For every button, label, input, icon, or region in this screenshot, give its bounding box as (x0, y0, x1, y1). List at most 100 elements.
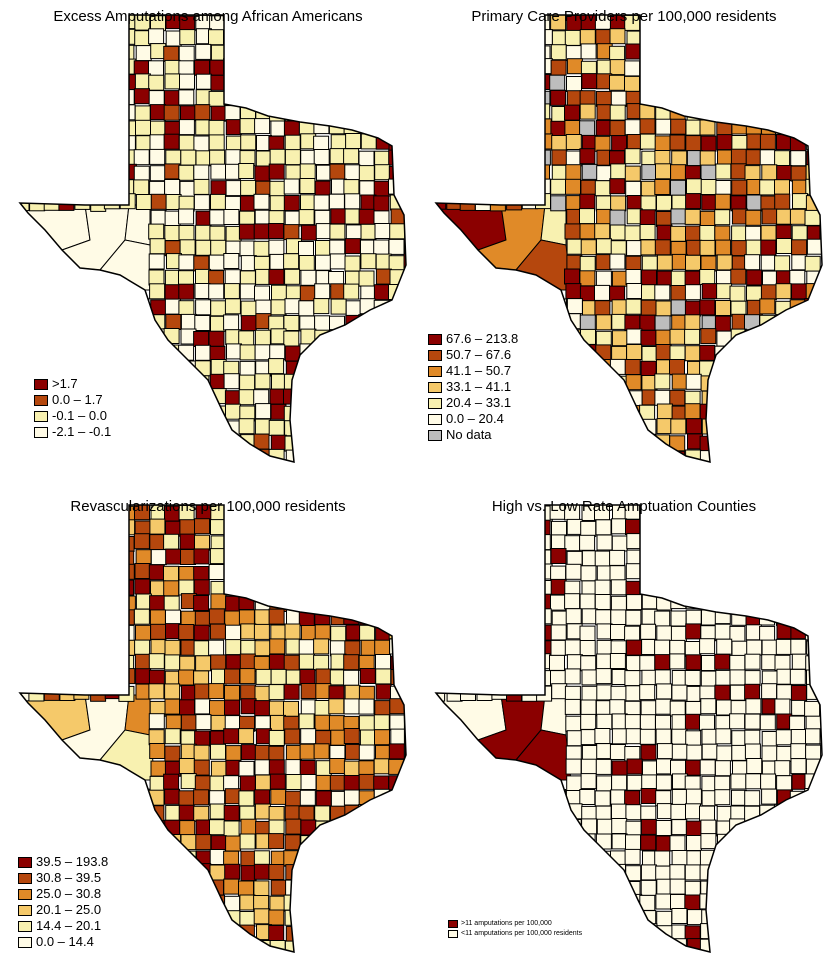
county (714, 565, 731, 582)
county (535, 895, 552, 912)
county (641, 255, 658, 272)
county (761, 683, 778, 700)
county (389, 118, 405, 135)
county (760, 225, 777, 242)
county (163, 328, 180, 344)
county (315, 760, 332, 777)
county (374, 150, 391, 167)
county (45, 819, 62, 836)
county (74, 300, 91, 317)
county (315, 774, 332, 791)
county (268, 268, 285, 285)
county (566, 848, 583, 865)
county (476, 549, 493, 566)
county (594, 728, 611, 744)
county (476, 535, 493, 552)
county (819, 298, 822, 315)
county (390, 75, 406, 92)
county (504, 819, 521, 836)
county (489, 608, 506, 625)
county (805, 835, 822, 852)
legend-swatch (428, 333, 442, 345)
county (375, 314, 392, 331)
county (254, 209, 271, 226)
county (594, 180, 611, 197)
county (358, 744, 375, 761)
county (504, 623, 521, 640)
county (179, 373, 196, 390)
county (445, 654, 462, 670)
county (640, 818, 657, 835)
county (550, 789, 567, 805)
county (746, 938, 763, 952)
county (224, 298, 241, 315)
county (74, 120, 91, 137)
county (224, 89, 241, 106)
county (685, 60, 701, 77)
legend-item: 67.6 – 213.8 (428, 331, 518, 347)
county (374, 700, 391, 717)
county (489, 104, 506, 121)
county (624, 314, 641, 331)
legend-swatch (428, 365, 442, 377)
county (670, 418, 687, 435)
county (284, 134, 301, 151)
county (504, 28, 521, 45)
county (745, 820, 762, 837)
county (579, 593, 596, 610)
county (745, 580, 762, 597)
county (686, 563, 703, 580)
county (58, 45, 75, 61)
county (806, 956, 821, 971)
county (436, 879, 447, 896)
county (625, 374, 642, 391)
county (744, 729, 761, 746)
county (609, 565, 626, 582)
county (789, 564, 806, 581)
county (475, 103, 492, 120)
county (315, 420, 332, 437)
county (505, 149, 522, 165)
county (403, 878, 406, 895)
county (20, 623, 31, 640)
county (59, 520, 76, 537)
county (300, 466, 315, 481)
county (776, 745, 793, 762)
county (329, 405, 346, 422)
county (254, 803, 271, 820)
county (283, 224, 300, 241)
county (716, 879, 733, 896)
map-panel-revascularizations: Revascularizations per 100,000 residents… (0, 490, 416, 979)
county (298, 60, 315, 77)
county (609, 895, 626, 912)
county (268, 60, 285, 77)
county (360, 389, 377, 406)
county (328, 434, 345, 451)
county (73, 135, 90, 152)
county (566, 254, 583, 271)
county (731, 60, 748, 77)
county (316, 466, 331, 481)
county (609, 178, 626, 195)
county (581, 608, 598, 625)
county (268, 28, 285, 45)
legend-swatch (428, 429, 442, 441)
county (535, 834, 552, 851)
county (760, 30, 777, 47)
county (595, 464, 610, 479)
county (790, 638, 807, 655)
county (270, 434, 287, 451)
county (179, 29, 196, 46)
county (283, 120, 300, 137)
county (699, 225, 716, 241)
county (163, 450, 180, 462)
county (550, 59, 567, 76)
county (75, 595, 92, 612)
county (358, 118, 375, 135)
county (581, 73, 598, 90)
county (701, 194, 718, 211)
county (534, 534, 551, 551)
county (254, 344, 271, 361)
county (642, 956, 657, 971)
county (300, 375, 317, 391)
